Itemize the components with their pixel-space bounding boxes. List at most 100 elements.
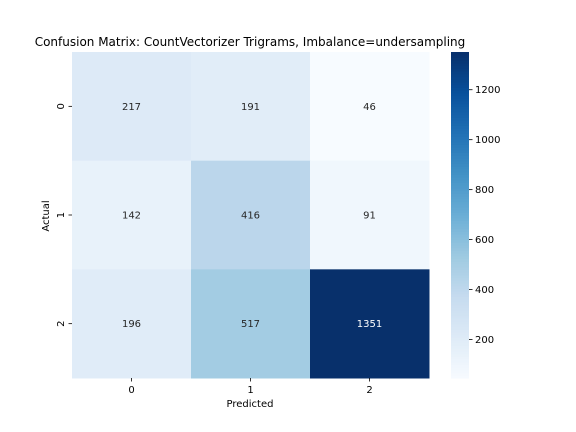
colorbar-segment [451,342,469,346]
colorbar-segment [451,95,469,99]
colorbar-segment [451,179,469,183]
colorbar-segment [451,323,469,327]
colorbar-segment [451,149,469,154]
heatmap-cell-r0-c2 [310,52,430,162]
x-tick-label: 0 [128,385,134,396]
colorbar-segment [451,288,469,292]
colorbar-segment [451,304,469,308]
colorbar-segment [451,171,469,175]
colorbar-segment [451,244,469,249]
heatmap-cells [72,52,430,379]
y-axis-ticks: 0 1 2 [56,103,72,327]
colorbar-segment [451,353,469,357]
colorbar-segment [451,73,469,78]
cell-value-label: 416 [241,211,260,222]
colorbar-segment [451,128,469,132]
colorbar-segment [451,312,469,317]
colorbar-segment [451,250,469,254]
colorbar-segment [451,358,469,363]
colorbar-segment [451,54,469,59]
colorbar [451,52,469,379]
colorbar-segment [451,68,469,72]
colorbar-segment [451,152,469,156]
colorbar-segment [451,133,469,137]
colorbar-segment [451,266,469,270]
colorbar-segment [451,155,469,159]
colorbar-segment [451,282,469,287]
colorbar-segment [451,269,469,273]
colorbar-segment [451,209,469,213]
colorbar-segment [451,79,469,83]
colorbar-segment [451,272,469,276]
colorbar-segment [451,81,469,86]
colorbar-segment [451,57,469,61]
colorbar-segment [451,160,469,164]
cell-value-label: 517 [241,319,260,330]
colorbar-segment [451,193,469,197]
colorbar-segment [451,195,469,200]
colorbar-segment [451,231,469,235]
colorbar-segment [451,291,469,295]
colorbar-segment [451,168,469,173]
colorbar-segment [451,136,469,140]
colorbar-segment [451,242,469,246]
colorbar-segment [451,52,469,56]
cell-value-label: 1351 [357,319,382,330]
colorbar-segment [451,223,469,227]
colorbar-segment [451,253,469,257]
y-tick-label: 1 [56,212,67,218]
colorbar-segment [451,285,469,289]
cell-value-label: 91 [363,211,376,222]
colorbar-segment [451,296,469,300]
cell-value-label: 142 [122,211,141,222]
colorbar-segment [451,76,469,80]
colorbar-segment [451,212,469,216]
colorbar-segment [451,217,469,222]
colorbar-tick-label: 1000 [475,135,500,146]
cell-value-label: 46 [363,102,376,113]
x-axis-ticks: 0 1 2 [128,378,373,396]
colorbar-segment [451,215,469,219]
colorbar-segment [451,299,469,303]
colorbar-segment [451,364,469,368]
colorbar-segment [451,198,469,203]
colorbar-segment [451,307,469,311]
colorbar-segment [451,166,469,170]
colorbar-segment [451,204,469,208]
colorbar-segment [451,87,469,91]
colorbar-segment [451,228,469,232]
cell-value-label: 217 [122,102,141,113]
colorbar-segment [451,315,469,319]
heatmap-cell-r2-c1 [191,269,311,379]
heatmap-cell-r2-c2 [310,269,430,379]
colorbar-segment [451,310,469,314]
heatmap-cell-r0-c1 [191,52,311,162]
colorbar-segment [451,318,469,322]
heatmap-cell-labels: 217 191 46 142 416 91 196 517 1351 [122,102,382,330]
colorbar-segment [451,329,469,333]
colorbar-segment [451,98,469,102]
colorbar-segment [451,369,469,374]
colorbar-segment [451,258,469,262]
colorbar-segment [451,280,469,284]
y-tick-label: 0 [56,103,67,109]
colorbar-segment [451,345,469,349]
colorbar-segment [451,147,469,151]
colorbar-segment [451,119,469,124]
colorbar-segment [451,190,469,194]
colorbar-segment [451,361,469,366]
cell-value-label: 196 [122,319,141,330]
colorbar-segment [451,348,469,352]
x-tick-label: 2 [366,385,372,396]
colorbar-segment [451,367,469,371]
cell-value-label: 191 [241,102,260,113]
colorbar-segment [451,337,469,341]
colorbar-segment [451,277,469,281]
colorbar-segment [451,111,469,116]
colorbar-tick-label: 200 [475,335,494,346]
colorbar-segment [451,62,469,67]
heatmap-cell-r1-c0 [72,160,192,270]
colorbar-segment [451,125,469,129]
colorbar-segment [451,141,469,145]
